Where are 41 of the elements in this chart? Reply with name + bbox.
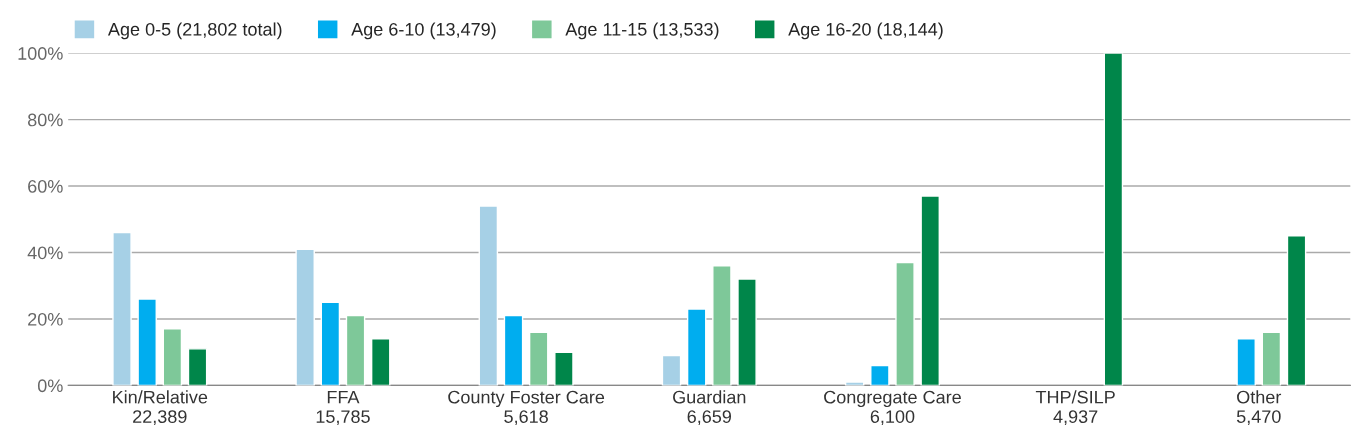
bar bbox=[1236, 338, 1256, 386]
x-tick-label: Kin/Relative 22,389 bbox=[113, 390, 208, 426]
y-tick-label: 60% bbox=[28, 179, 63, 193]
legend-label: Age 6-10 (13,479) bbox=[351, 22, 496, 40]
bar bbox=[295, 248, 315, 386]
legend-label: Age 16-20 (18,144) bbox=[788, 22, 943, 40]
x-tick-label: FFA 15,785 bbox=[316, 390, 370, 426]
bar bbox=[137, 298, 157, 386]
bar bbox=[1103, 53, 1124, 386]
bar bbox=[1261, 331, 1282, 386]
bar bbox=[712, 265, 732, 386]
bar bbox=[870, 364, 890, 386]
x-tick-label: County Foster Care 5,618 bbox=[448, 390, 605, 426]
legend-label: Age 0-5 (21,802 total) bbox=[107, 22, 282, 40]
bar bbox=[686, 308, 707, 386]
bar bbox=[478, 205, 499, 386]
x-tick-label: THP/SILP 4,937 bbox=[1035, 390, 1115, 426]
bar bbox=[737, 278, 757, 386]
x-tick-label: Other 5,470 bbox=[1236, 390, 1282, 426]
bar bbox=[187, 348, 208, 386]
bar bbox=[320, 301, 341, 386]
bar bbox=[345, 314, 366, 386]
bar bbox=[920, 195, 940, 386]
bar bbox=[528, 331, 549, 386]
y-tick-label: 80% bbox=[27, 113, 63, 127]
y-tick-label: 0% bbox=[37, 379, 63, 393]
y-tick-label: 20% bbox=[28, 312, 63, 326]
bar bbox=[661, 354, 682, 386]
y-tick-label: 40% bbox=[27, 246, 63, 260]
x-tick-label: Guardian 6,659 bbox=[673, 390, 746, 426]
bar bbox=[162, 328, 183, 386]
bar bbox=[112, 231, 132, 386]
bar bbox=[844, 381, 865, 386]
legend-label: Age 11-15 (13,533) bbox=[565, 22, 719, 40]
bar bbox=[554, 351, 574, 386]
bar bbox=[1286, 235, 1307, 386]
bar bbox=[895, 261, 915, 386]
x-tick-label: Congregate Care 6,100 bbox=[824, 390, 961, 426]
y-tick-label: 100% bbox=[18, 47, 63, 60]
bar bbox=[370, 338, 391, 386]
bar bbox=[503, 314, 524, 386]
